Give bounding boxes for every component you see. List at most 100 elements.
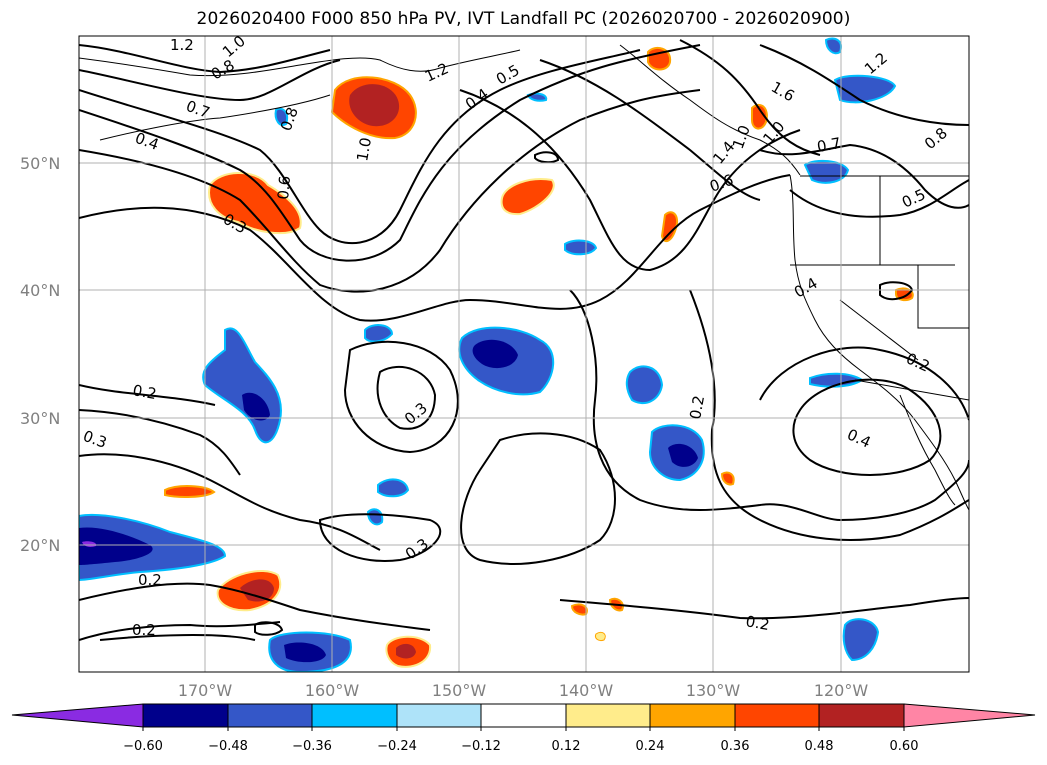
contour-line — [79, 89, 701, 293]
contour-label: 0.2 — [686, 394, 708, 421]
contour-line — [559, 597, 969, 620]
contour-line — [79, 44, 331, 74]
colorbar-tick-label: 0.36 — [721, 739, 750, 754]
colorbar-segment — [734, 703, 820, 728]
contour-line — [79, 49, 641, 244]
contour-line — [569, 289, 969, 522]
lat-label: 30°N — [20, 409, 60, 428]
contour-line — [789, 179, 969, 218]
state-border — [917, 265, 969, 329]
contour-line — [99, 634, 256, 641]
map-panel: 1.2 1.0 0.8 0.7 0.4 0.8 1.2 0.5 0.4 1.0 … — [79, 36, 969, 672]
pv-contours — [79, 39, 969, 641]
contour-line — [759, 346, 969, 421]
negative-core — [284, 642, 326, 663]
colorbar-segment — [311, 703, 398, 728]
colorbar-tick-label: 0.48 — [805, 739, 834, 754]
aleutian-chain — [99, 94, 331, 141]
negative-anomaly — [377, 478, 410, 498]
colorbar-segment — [396, 703, 482, 728]
colorbar-extend-min — [11, 703, 144, 728]
contour-line — [318, 513, 442, 562]
lon-label: 120°W — [814, 681, 869, 700]
contour-label: 0.2 — [138, 571, 162, 589]
positive-anomaly — [500, 178, 555, 216]
positive-core — [349, 84, 400, 127]
state-border — [854, 379, 969, 401]
colorbar-tick-label: −0.60 — [123, 739, 163, 754]
contour-line — [79, 582, 431, 631]
contour-line — [79, 44, 701, 262]
negative-anomaly — [526, 92, 548, 102]
contour-line — [79, 453, 381, 551]
lat-label: 20°N — [20, 536, 60, 555]
gridlines — [79, 36, 969, 672]
longitude-axis: 170°W 160°W 150°W 140°W 130°W 120°W — [178, 681, 869, 700]
contour-line — [460, 432, 616, 565]
positive-anomaly — [595, 631, 606, 641]
map-title: 2026020400 F000 850 hPa PV, IVT Landfall… — [196, 9, 851, 29]
alaska-panhandle — [619, 44, 801, 176]
contour-line — [254, 621, 284, 636]
contour-line — [759, 44, 969, 126]
colorbar-tick-label: 0.12 — [552, 739, 581, 754]
lon-label: 140°W — [559, 681, 614, 700]
colorbar-segment — [649, 703, 736, 728]
contour-label: 0.2 — [132, 621, 156, 639]
contour-line — [79, 59, 341, 102]
lat-label: 40°N — [20, 281, 60, 300]
contour-line — [534, 151, 560, 164]
contour-line — [343, 340, 459, 454]
contour-line — [79, 384, 216, 406]
colorbar-tick-label: −0.12 — [461, 739, 501, 754]
contour-label: 0.2 — [131, 381, 158, 403]
contour-label: 0.6 — [274, 175, 294, 200]
negative-anomaly — [824, 37, 842, 55]
contour-line — [539, 59, 761, 201]
negative-core — [242, 392, 270, 421]
contour-line — [679, 39, 821, 156]
pacific-northwest-coast — [789, 174, 969, 511]
alaska-coast — [79, 49, 521, 77]
colorbar-segment — [818, 703, 905, 728]
negative-core — [79, 527, 153, 565]
colorbar-tick-label: −0.48 — [208, 739, 248, 754]
map-frame — [78, 35, 970, 673]
negative-anomaly — [274, 107, 288, 126]
colorbar-segment — [142, 703, 229, 728]
positive-anomaly — [208, 172, 302, 235]
coastlines — [79, 44, 969, 511]
negative-core — [472, 339, 518, 369]
lon-label: 150°W — [432, 681, 487, 700]
lon-label: 130°W — [686, 681, 741, 700]
negative-anomaly — [625, 365, 664, 405]
state-border — [839, 299, 919, 361]
negative-extreme — [82, 541, 97, 547]
colorbar-segment — [227, 703, 313, 728]
contour-line — [759, 143, 969, 209]
contour-line — [79, 621, 281, 641]
contour-line — [79, 409, 241, 476]
contour-line — [792, 378, 942, 476]
colorbar-extend-max — [903, 703, 1036, 728]
colorbar-segment — [480, 703, 567, 728]
lat-label: 50°N — [20, 154, 60, 173]
contour-line — [79, 174, 791, 322]
negative-anomaly — [364, 324, 394, 343]
latitude-axis: 50°N 40°N 30°N 20°N — [20, 154, 60, 555]
positive-anomaly — [164, 485, 216, 498]
negative-anomaly — [803, 159, 850, 184]
colorbar-tick-label: −0.24 — [377, 739, 417, 754]
contour-line — [376, 366, 437, 430]
negative-core — [668, 443, 698, 467]
positive-core — [240, 579, 274, 602]
baja-coast — [899, 394, 956, 506]
contour-label: 0.7 — [816, 134, 843, 156]
colorbar: −0.60 −0.48 −0.36 −0.24 −0.12 0.12 0.24 … — [11, 703, 1036, 754]
negative-anomaly — [833, 74, 897, 104]
contour-label: 0.2 — [744, 612, 771, 634]
positive-core — [396, 643, 416, 659]
positive-anomaly — [720, 471, 735, 486]
contour-label: 1.2 — [170, 36, 194, 54]
